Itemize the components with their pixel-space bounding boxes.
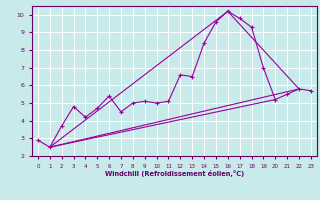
X-axis label: Windchill (Refroidissement éolien,°C): Windchill (Refroidissement éolien,°C) [105,170,244,177]
